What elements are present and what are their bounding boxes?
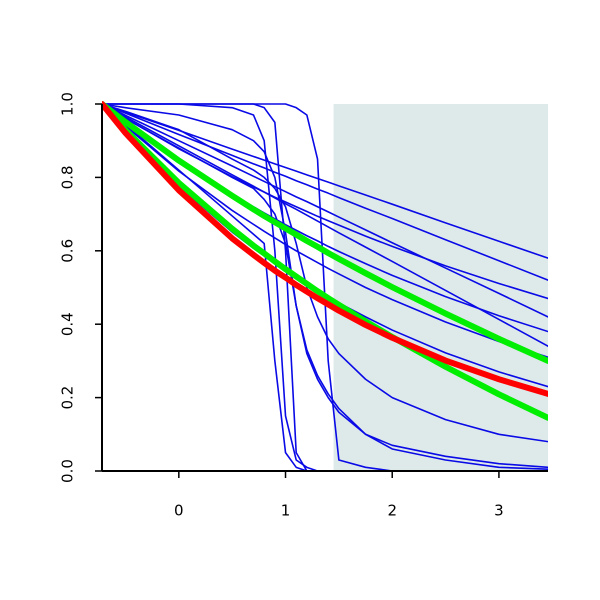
y-tick-label: 1.0 xyxy=(59,92,77,116)
axis-layer: 0.0 0.2 0.4 0.6 0.8 1.0 0 1 2 3 xyxy=(59,92,548,520)
series-line xyxy=(102,103,548,281)
y-tick-label: 0.4 xyxy=(59,312,77,336)
y-tick-label: 0.6 xyxy=(59,239,77,263)
series-line xyxy=(102,103,548,348)
x-tick-label: 0 xyxy=(174,502,184,520)
y-tick-label: 0.8 xyxy=(59,165,77,189)
series-line xyxy=(102,103,548,443)
series-line xyxy=(102,101,548,397)
series-line xyxy=(102,103,548,318)
y-tick-label: 0.2 xyxy=(59,386,77,410)
series-line xyxy=(102,101,548,364)
series-line xyxy=(102,103,548,359)
series-line xyxy=(102,103,548,470)
x-tick-label: 1 xyxy=(281,502,291,520)
x-tick-label: 2 xyxy=(387,502,397,520)
x-tick-label: 3 xyxy=(494,502,504,520)
y-tick-label: 0.0 xyxy=(59,459,77,483)
series-line xyxy=(102,103,548,259)
